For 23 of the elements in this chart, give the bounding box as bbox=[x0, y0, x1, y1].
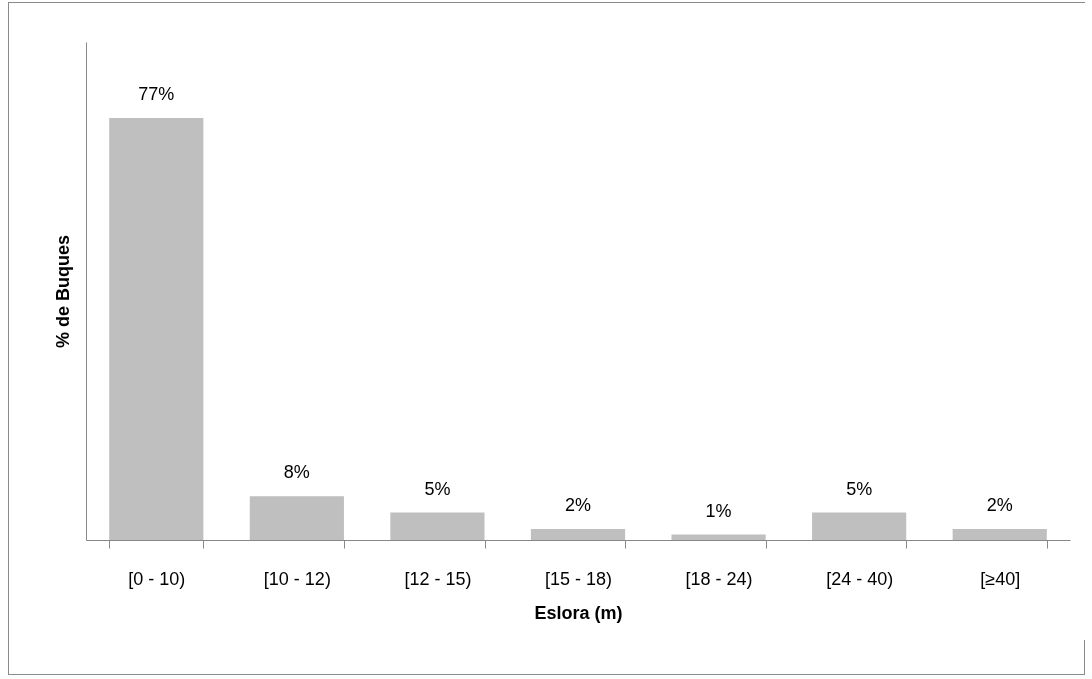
bar bbox=[390, 512, 485, 540]
x-tick-label: [15 - 18) bbox=[544, 568, 613, 589]
data-label: 2% bbox=[986, 495, 1013, 516]
x-tick-label: [12 - 15) bbox=[404, 568, 472, 589]
x-tick-label: [≥40] bbox=[980, 568, 1021, 589]
bar bbox=[952, 529, 1047, 540]
x-axis-title: Eslora (m) bbox=[534, 602, 623, 623]
data-label: 2% bbox=[564, 495, 592, 516]
x-tick-label: [0 - 10) bbox=[128, 568, 186, 589]
x-tick-label: [18 - 24) bbox=[685, 568, 753, 589]
data-label: 8% bbox=[283, 462, 310, 483]
bar bbox=[671, 534, 766, 540]
data-label: 5% bbox=[424, 478, 451, 499]
data-label: 1% bbox=[705, 500, 732, 521]
bar bbox=[812, 512, 907, 540]
data-label: 77% bbox=[138, 84, 175, 104]
bar bbox=[109, 118, 204, 540]
bar bbox=[249, 496, 344, 540]
bar bbox=[530, 529, 626, 540]
x-tick-label: [10 - 12) bbox=[263, 568, 331, 589]
data-label: 5% bbox=[846, 478, 873, 499]
x-tick-label: [24 - 40) bbox=[826, 568, 894, 589]
y-axis-title: % de Buques bbox=[52, 234, 73, 349]
